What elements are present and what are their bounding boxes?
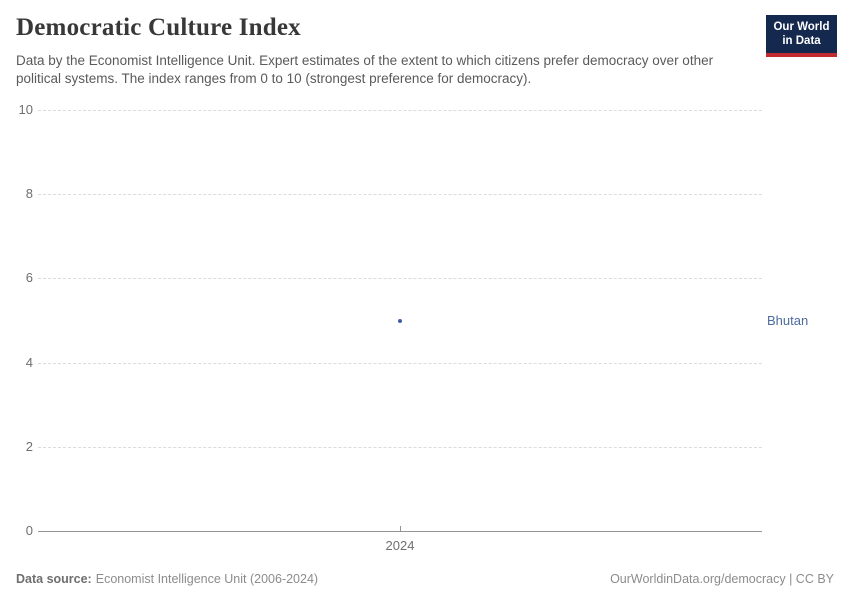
data-source-label: Data source: bbox=[16, 572, 92, 586]
data-point-bhutan[interactable] bbox=[398, 318, 402, 323]
x-tick-label-2024: 2024 bbox=[385, 538, 415, 553]
chart-subtitle: Data by the Economist Intelligence Unit.… bbox=[16, 53, 714, 86]
y-tick-label-6: 6 bbox=[25, 270, 33, 286]
gridline-y2 bbox=[38, 446, 762, 448]
y-tick-label-2: 2 bbox=[25, 438, 33, 454]
data-source-value: Economist Intelligence Unit (2006-2024) bbox=[95, 572, 319, 586]
chart-title: Democratic Culture Index bbox=[16, 14, 301, 41]
data-source: Data source: Economist Intelligence Unit … bbox=[16, 571, 318, 587]
owid-logo[interactable]: Our World in Data bbox=[766, 15, 837, 57]
x-tick-mark-2024 bbox=[400, 526, 401, 531]
gridline-y8 bbox=[38, 194, 762, 196]
owid-logo-line1: Our World bbox=[773, 21, 830, 33]
owid-logo-line2: in Data bbox=[782, 35, 821, 48]
gridline-y4 bbox=[38, 362, 762, 364]
y-tick-label-10: 10 bbox=[18, 102, 33, 117]
y-tick-label-8: 8 bbox=[25, 186, 33, 202]
chart-footer: Data source: Economist Intelligence Unit … bbox=[16, 571, 834, 587]
x-axis-baseline bbox=[38, 531, 762, 532]
gridline-y6 bbox=[38, 278, 762, 280]
gridline-y10 bbox=[38, 110, 762, 111]
y-tick-label-4: 4 bbox=[25, 354, 33, 370]
entity-label-bhutan[interactable]: Bhutan bbox=[767, 312, 809, 328]
y-tick-label-0: 0 bbox=[25, 523, 33, 538]
credit-link[interactable]: OurWorldinData.org/democracy | CC BY bbox=[610, 572, 834, 586]
